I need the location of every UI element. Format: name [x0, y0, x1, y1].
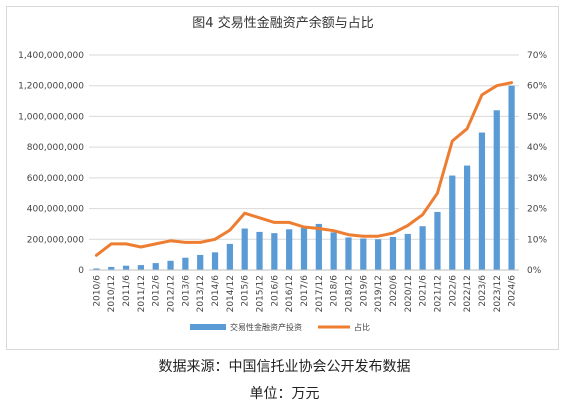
y-right-tick-label: 50% — [527, 112, 547, 122]
y-right-tick-label: 10% — [527, 235, 547, 245]
bar-series — [93, 85, 515, 271]
bar — [211, 252, 219, 270]
bar — [419, 226, 426, 270]
chart-svg: 图4 交易性金融资产余额与占比 0 0% 200,000,000 10% 400,000… — [18, 15, 547, 332]
x-tick-label: 2014/12 — [226, 275, 236, 312]
line-series-path — [94, 81, 514, 257]
x-tick-label: 2021/12 — [433, 275, 443, 312]
bar — [315, 223, 322, 270]
bar — [389, 236, 397, 270]
y-right-tick-label: 40% — [527, 143, 547, 153]
x-tick-label: 2018/12 — [344, 275, 354, 312]
legend-swatch-bars — [190, 324, 226, 330]
x-tick-label: 2015/6 — [241, 275, 251, 307]
x-tick-label: 2013/6 — [181, 275, 191, 307]
legend-label-line: 占比 — [354, 322, 370, 332]
line-series — [94, 81, 514, 257]
bar — [93, 268, 100, 270]
y-right-tick-label: 0% — [527, 266, 542, 276]
bar — [197, 254, 204, 270]
x-tick-label: 2011/6 — [122, 275, 132, 307]
bar — [375, 239, 382, 270]
x-tick-label: 2014/6 — [211, 275, 221, 307]
bar — [241, 228, 248, 270]
y-left-tick-label: 800,000,000 — [27, 143, 85, 153]
y-right-tick-label: 20% — [527, 205, 547, 215]
x-tick-label: 2019/12 — [374, 275, 384, 312]
x-tick-label: 2012/12 — [167, 275, 177, 312]
axes: 0 0% 200,000,000 10% 400,000,000 20% 600,000,0… — [18, 51, 547, 312]
x-tick-label: 2012/6 — [152, 275, 162, 307]
bar — [152, 263, 159, 270]
bar — [256, 231, 263, 270]
y-right-tick-label: 70% — [527, 51, 547, 61]
bar — [330, 232, 337, 270]
bar — [478, 132, 486, 270]
x-tick-label: 2023/6 — [478, 275, 488, 307]
y-left-tick-label: 400,000,000 — [27, 205, 85, 215]
y-left-tick-label: 0 — [78, 266, 84, 276]
bar — [463, 165, 471, 270]
chart-frame: 图4 交易性金融资产余额与占比 0 0% 200,000,000 10% 400,000… — [6, 6, 559, 350]
x-tick-label: 2016/6 — [270, 275, 280, 307]
x-tick-label: 2017/6 — [300, 275, 310, 307]
bar — [137, 265, 145, 270]
unit-note: 单位：万元 — [249, 386, 320, 402]
x-tick-label: 2020/6 — [389, 275, 399, 307]
bar — [434, 211, 441, 270]
bar — [404, 233, 411, 270]
x-tick-label: 2013/12 — [196, 275, 206, 312]
chart-title: 图4 交易性金融资产余额与占比 — [192, 15, 373, 31]
bar — [271, 233, 278, 270]
x-tick-label: 2022/12 — [463, 275, 473, 312]
y-left-tick-label: 1,400,000,000 — [18, 51, 84, 61]
legend-label-bars: 交易性金融资产投资 — [230, 322, 302, 332]
x-tick-label: 2010/12 — [107, 275, 117, 312]
x-tick-label: 2023/12 — [493, 275, 503, 312]
x-tick-label: 2021/6 — [419, 275, 429, 307]
bar — [167, 260, 174, 270]
x-tick-label: 2018/6 — [330, 275, 340, 307]
y-right-tick-label: 30% — [527, 174, 547, 184]
bar — [108, 266, 115, 270]
x-tick-label: 2015/12 — [256, 275, 266, 312]
bar — [449, 175, 456, 270]
bar — [508, 85, 515, 270]
bar — [360, 238, 367, 270]
y-left-tick-label: 200,000,000 — [27, 235, 85, 245]
x-tick-label: 2020/12 — [404, 275, 414, 312]
bar — [286, 229, 293, 270]
grid-lines — [89, 54, 519, 271]
x-tick-label: 2019/6 — [359, 275, 369, 307]
bar — [122, 265, 130, 270]
y-right-tick-label: 60% — [527, 82, 547, 92]
y-left-tick-label: 600,000,000 — [27, 174, 85, 184]
bar — [182, 257, 189, 270]
x-tick-label: 2017/12 — [315, 275, 325, 312]
bar — [493, 110, 500, 271]
legend: 交易性金融资产投资 占比 — [190, 322, 370, 332]
x-tick-label: 2022/6 — [448, 275, 458, 307]
y-left-tick-label: 1,000,000,000 — [18, 112, 84, 122]
x-tick-label: 2016/12 — [285, 275, 295, 312]
bar — [226, 243, 233, 270]
y-left-tick-label: 1,200,000,000 — [18, 82, 84, 92]
source-note: 数据来源：中国信托业协会公开发布数据 — [158, 359, 411, 375]
bar — [345, 237, 352, 270]
x-tick-label: 2024/6 — [508, 275, 518, 307]
x-tick-label: 2010/6 — [92, 275, 102, 307]
x-tick-label: 2011/12 — [137, 275, 147, 312]
bar — [300, 227, 308, 270]
